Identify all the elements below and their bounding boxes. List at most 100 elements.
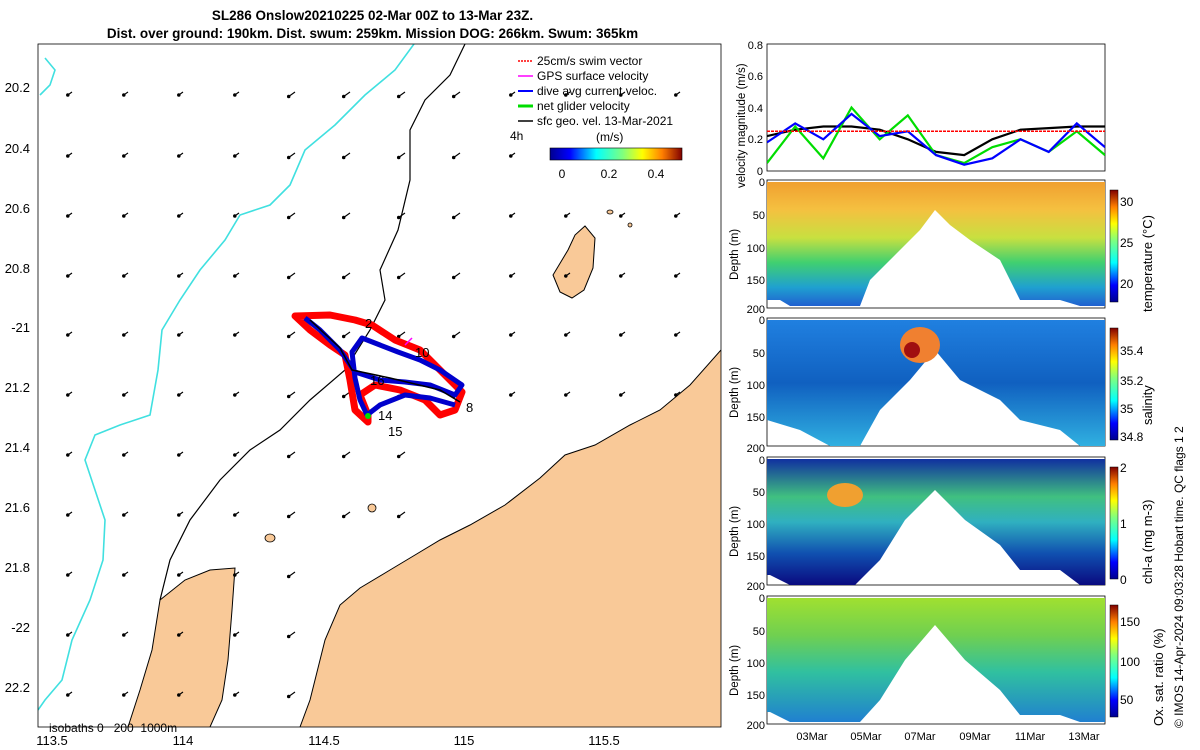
y-tick-20.8: 20.8 (5, 261, 30, 276)
speed-colorbar-ticks: 0 0.2 0.4 (559, 167, 665, 181)
current-arrow-head (341, 215, 346, 220)
track-label-2: 2 (365, 316, 372, 331)
date-x-ticks: 03Mar 05Mar 07Mar 09Mar 11Mar 13Mar (796, 731, 1100, 743)
current-arrow-head (122, 333, 126, 337)
chart-title-line2: Dist. over ground: 190km. Dist. swum: 25… (106, 26, 639, 41)
current-arrow-head (451, 334, 456, 339)
current-arrow-head (564, 93, 568, 97)
ox-cb-50: 50 (1120, 693, 1134, 707)
temp-colorbar (1109, 189, 1119, 303)
cb-tick-0.4: 0.4 (648, 167, 665, 181)
colorbar-ticks: 30 25 20 35.4 35.2 35 34.8 2 1 0 150 100… (1120, 195, 1144, 707)
current-arrow-head (674, 274, 678, 278)
cb-tick-0.2: 0.2 (601, 167, 618, 181)
current-arrow-head (674, 333, 678, 337)
current-arrow-head (122, 393, 126, 397)
current-arrow-head (122, 453, 126, 457)
colorbar-prefix: 4h (510, 129, 523, 143)
sal-cb-34.8: 34.8 (1120, 430, 1144, 444)
vel-tick-0.4: 0.4 (748, 103, 763, 115)
current-arrow-head (341, 334, 346, 339)
speed-colorbar (549, 147, 683, 161)
current-arrow-head (286, 334, 291, 339)
sal-y-ticks: 0 50 100 150 200 (747, 315, 765, 455)
current-arrow-head (66, 93, 70, 97)
sal-depth-150: 150 (747, 412, 765, 424)
current-arrow-head (233, 214, 237, 218)
map-x-ticks: 113.5 114 114.5 115 115.5 (36, 733, 620, 748)
velocity-series-line (767, 125, 1105, 157)
ox-depth-50: 50 (753, 626, 765, 638)
current-arrow-head (66, 154, 70, 158)
y-tick-20.6: 20.6 (5, 201, 30, 216)
current-arrow-head (233, 573, 237, 577)
current-arrow-head (286, 634, 291, 639)
x-tick-114: 114 (173, 733, 194, 748)
track-label-16: 16 (370, 373, 384, 388)
sal-colorbar-label: salinity (1140, 385, 1155, 425)
sal-cb-35.4: 35.4 (1120, 344, 1144, 358)
current-arrow-head (286, 514, 291, 519)
ox-depth-200: 200 (747, 720, 765, 732)
current-arrow-head (122, 214, 126, 218)
current-arrow-head (177, 573, 181, 577)
temp-depth-100: 100 (747, 243, 765, 255)
track-label-10: 10 (415, 345, 429, 360)
current-arrow-head (564, 333, 568, 337)
date-11mar: 11Mar (1015, 731, 1046, 743)
ox-cb-100: 100 (1120, 655, 1140, 669)
current-arrow-head (233, 693, 237, 697)
date-07mar: 07Mar (904, 731, 936, 743)
current-arrow-head (341, 94, 346, 99)
temp-depth-200: 200 (747, 304, 765, 316)
current-arrow-head (396, 454, 401, 459)
y-tick-21: -21 (11, 320, 30, 335)
vel-tick-0.2: 0.2 (748, 134, 763, 146)
current-arrow-head (619, 333, 623, 337)
velocity-y-ticks: 0 0.2 0.4 0.6 0.8 (748, 40, 763, 178)
sal-depth-200: 200 (747, 443, 765, 455)
current-arrow-head (233, 393, 237, 397)
current-arrow-head (122, 274, 126, 278)
current-arrow-head (122, 513, 126, 517)
sal-depth-50: 50 (753, 348, 765, 360)
date-03mar: 03Mar (796, 731, 828, 743)
current-arrow-head (396, 275, 401, 280)
temp-depth-50: 50 (753, 210, 765, 222)
current-arrow-head (66, 573, 70, 577)
current-arrow-head (341, 155, 346, 160)
sal-ylabel: Depth (m) (729, 366, 741, 418)
current-arrow-head (66, 453, 70, 457)
current-arrow-head (396, 334, 401, 339)
current-arrow-head (509, 274, 513, 278)
current-arrow-head (509, 154, 513, 158)
date-09mar: 09Mar (959, 731, 991, 743)
current-arrow-head (286, 394, 291, 399)
chl-colorbar-label: chl-a (mg m-3) (1140, 499, 1155, 584)
current-arrow-head (451, 275, 456, 280)
current-arrow-head (122, 693, 126, 697)
current-arrow-head (177, 693, 181, 697)
chl-cb-2: 2 (1120, 461, 1127, 475)
current-arrow-head (66, 274, 70, 278)
current-arrow-head (619, 93, 623, 97)
track-label-8: 8 (466, 400, 473, 415)
current-arrow-head (286, 454, 291, 459)
current-arrow-head (396, 514, 401, 519)
glider-track (291, 311, 466, 426)
mainland-land (300, 350, 721, 727)
coastline (127, 225, 721, 727)
ox-colorbar (1109, 604, 1119, 718)
current-arrow-head (122, 154, 126, 158)
y-tick-20.4: 20.4 (5, 141, 30, 156)
current-arrow-head (233, 633, 237, 637)
current-arrow-head (233, 154, 237, 158)
x-tick-115.5: 115.5 (588, 733, 620, 748)
island-northeast (553, 226, 595, 298)
chl-depth-100: 100 (747, 519, 765, 531)
current-arrow-head (619, 393, 623, 397)
current-arrow-head (66, 333, 70, 337)
temp-depth-0: 0 (759, 177, 765, 189)
